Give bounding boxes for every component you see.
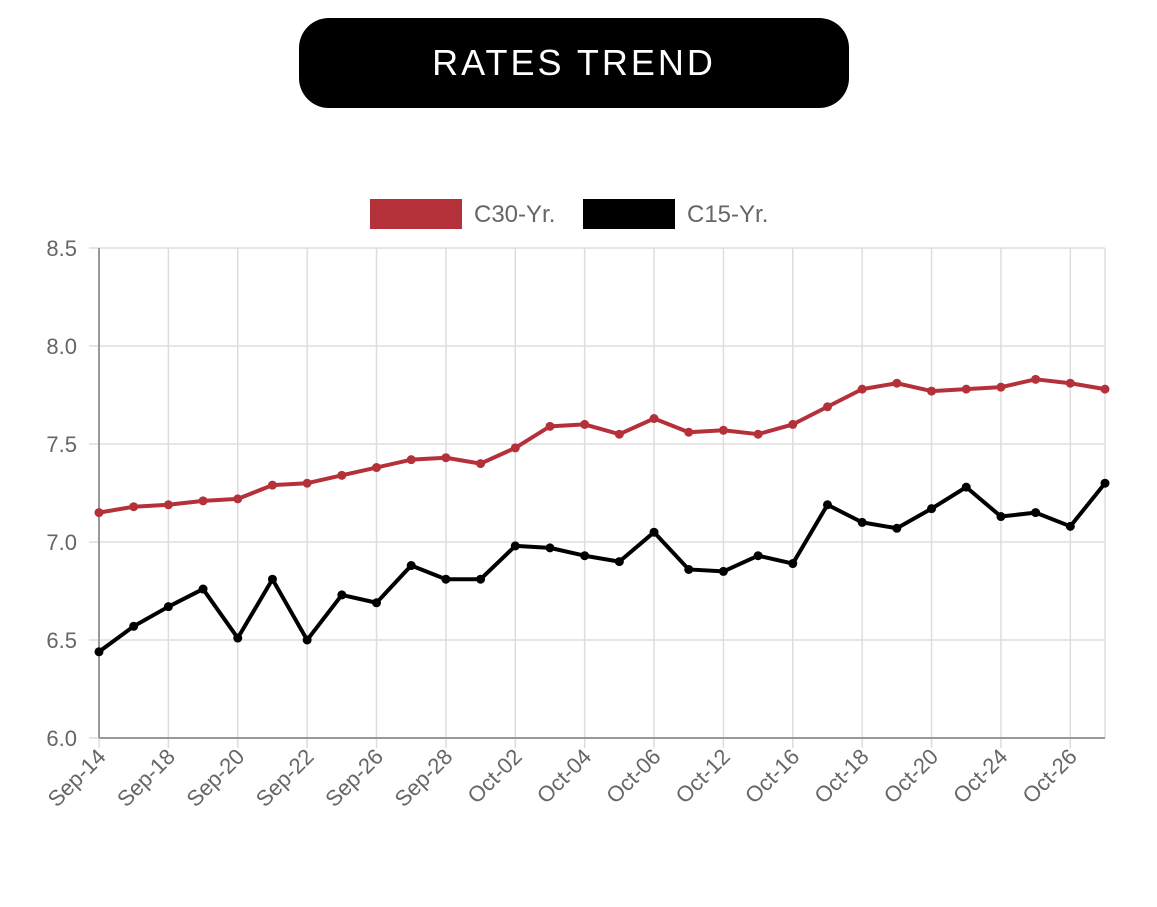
data-point[interactable]	[857, 384, 867, 394]
data-point[interactable]	[441, 453, 451, 463]
data-point[interactable]	[684, 427, 694, 437]
data-point[interactable]	[753, 551, 763, 561]
series-c30	[94, 374, 1110, 518]
y-tick-label: 7.5	[46, 432, 77, 457]
y-tick-label: 6.5	[46, 628, 77, 653]
series-line	[97, 481, 1107, 654]
data-point[interactable]	[163, 500, 173, 510]
data-point[interactable]	[233, 494, 243, 504]
series-line	[98, 377, 1106, 515]
data-point[interactable]	[337, 590, 347, 600]
data-point[interactable]	[198, 584, 208, 594]
data-point[interactable]	[961, 482, 971, 492]
x-tick-label: Sep-22	[251, 744, 319, 812]
y-tick-label: 6.0	[46, 726, 77, 751]
x-tick-label: Sep-18	[112, 744, 180, 812]
data-point[interactable]	[1100, 384, 1110, 394]
x-tick-label: Sep-26	[320, 744, 388, 812]
data-point[interactable]	[1065, 521, 1075, 531]
x-tick-label: Oct-04	[532, 744, 596, 808]
data-point[interactable]	[267, 480, 277, 490]
data-point[interactable]	[822, 500, 832, 510]
x-tick-label: Oct-02	[462, 744, 526, 808]
x-tick-label: Oct-12	[671, 744, 735, 808]
legend: C30-Yr. C15-Yr.	[370, 199, 768, 229]
data-point[interactable]	[580, 551, 590, 561]
data-point[interactable]	[788, 419, 798, 429]
x-tick-label: Oct-20	[879, 744, 943, 808]
x-tick-label: Sep-14	[43, 744, 111, 812]
data-point[interactable]	[788, 559, 798, 569]
x-tick-label: Sep-28	[390, 744, 458, 812]
data-point[interactable]	[1031, 374, 1041, 384]
series-c15	[94, 478, 1110, 657]
x-tick-label: Sep-20	[181, 744, 249, 812]
data-point[interactable]	[927, 386, 937, 396]
legend-label: C30-Yr.	[474, 201, 555, 228]
data-point[interactable]	[649, 527, 659, 537]
data-point[interactable]	[892, 378, 902, 388]
data-point[interactable]	[545, 421, 555, 431]
legend-item[interactable]: C15-Yr.	[583, 199, 768, 229]
y-tick-label: 8.5	[46, 236, 77, 261]
data-point[interactable]	[94, 647, 104, 657]
data-point[interactable]	[476, 459, 486, 469]
data-point[interactable]	[302, 478, 312, 488]
data-point[interactable]	[822, 402, 832, 412]
x-tick-label: Oct-26	[1017, 744, 1081, 808]
data-point[interactable]	[1065, 378, 1075, 388]
data-point[interactable]	[545, 543, 555, 553]
data-point[interactable]	[614, 557, 624, 567]
data-point[interactable]	[996, 382, 1006, 392]
y-tick-labels: 6.0 6.5 7.0 7.5 8.0 8.5	[46, 236, 77, 751]
data-point[interactable]	[372, 463, 382, 473]
data-point[interactable]	[441, 574, 451, 584]
data-point[interactable]	[267, 574, 277, 584]
legend-item[interactable]: C30-Yr.	[370, 199, 555, 229]
legend-swatch	[583, 199, 675, 229]
chart-title: RATES TREND	[299, 18, 849, 108]
data-point[interactable]	[510, 443, 520, 453]
data-point[interactable]	[892, 523, 902, 533]
data-point[interactable]	[1100, 478, 1110, 488]
data-point[interactable]	[718, 566, 728, 576]
data-point[interactable]	[718, 425, 728, 435]
data-point[interactable]	[684, 564, 694, 574]
x-tick-label: Oct-16	[740, 744, 804, 808]
y-tick-label: 7.0	[46, 530, 77, 555]
x-tick-label: Oct-24	[948, 744, 1012, 808]
x-tick-label: Oct-18	[809, 744, 873, 808]
x-tick-labels: Sep-14 Sep-18 Sep-20 Sep-22 Sep-26 Sep-28 Oct-…	[43, 744, 1082, 812]
series-lines	[94, 374, 1110, 657]
data-point[interactable]	[996, 512, 1006, 522]
data-point[interactable]	[163, 602, 173, 612]
data-point[interactable]	[337, 470, 347, 480]
data-point[interactable]	[233, 633, 243, 643]
x-tick-label: Oct-06	[601, 744, 665, 808]
data-point[interactable]	[406, 561, 416, 571]
data-point[interactable]	[372, 598, 382, 608]
data-point[interactable]	[510, 541, 520, 551]
data-point[interactable]	[302, 635, 312, 645]
data-point[interactable]	[649, 414, 659, 424]
legend-swatch	[370, 199, 462, 229]
legend-label: C15-Yr.	[687, 201, 768, 228]
data-point[interactable]	[94, 508, 104, 518]
data-point[interactable]	[129, 502, 139, 512]
data-point[interactable]	[857, 517, 867, 527]
axes	[98, 248, 1105, 739]
data-point[interactable]	[198, 496, 208, 506]
data-point[interactable]	[1031, 508, 1041, 518]
data-point[interactable]	[961, 384, 971, 394]
data-point[interactable]	[406, 455, 416, 465]
data-point[interactable]	[753, 429, 763, 439]
data-point[interactable]	[614, 429, 624, 439]
data-point[interactable]	[476, 574, 486, 584]
data-point[interactable]	[580, 419, 590, 429]
y-tick-label: 8.0	[46, 334, 77, 359]
data-point[interactable]	[129, 621, 139, 631]
data-point[interactable]	[927, 504, 937, 514]
